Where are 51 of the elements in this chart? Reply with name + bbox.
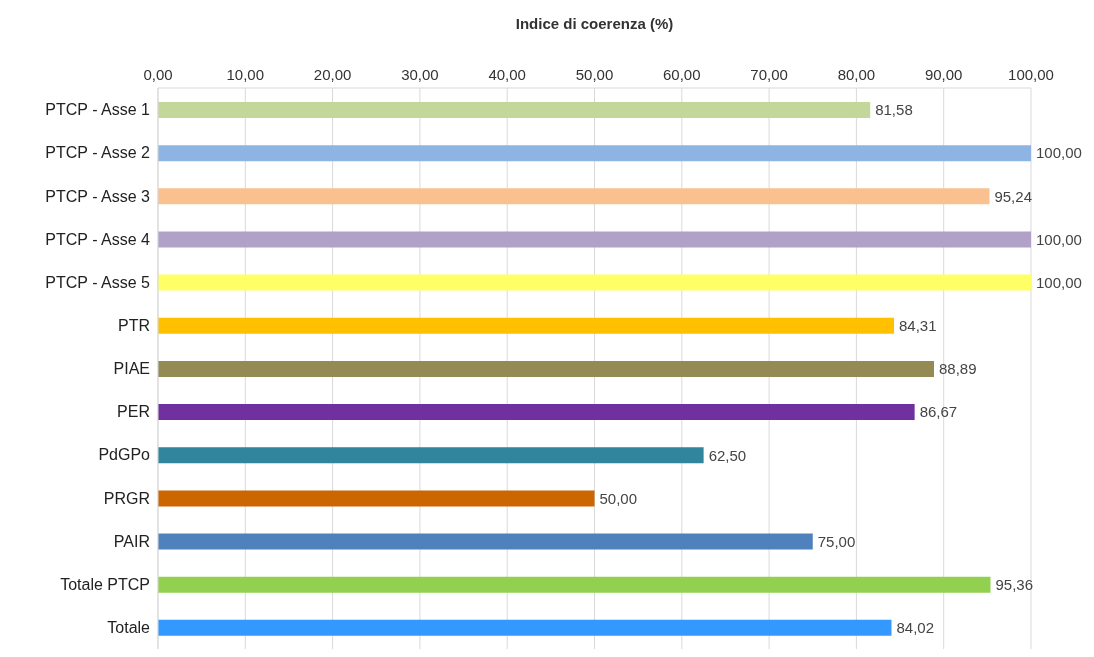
bar — [158, 360, 935, 377]
data-label: 100,00 — [1036, 230, 1082, 248]
data-label: 84,31 — [899, 317, 937, 335]
bar — [158, 490, 595, 507]
data-label: 81,58 — [875, 101, 913, 119]
x-tick-label: 100,00 — [1008, 66, 1054, 83]
x-tick-label: 90,00 — [924, 66, 963, 83]
data-label: 100,00 — [1036, 273, 1082, 291]
x-tick-label: 40,00 — [488, 66, 526, 83]
bar — [158, 145, 1031, 162]
bar — [158, 533, 813, 550]
bar — [158, 447, 704, 464]
y-tick-label: PTCP - Asse 4 — [45, 230, 151, 248]
y-tick-label: Totale PTCP — [60, 575, 150, 593]
data-label: 84,02 — [896, 619, 935, 637]
x-tick-label: 20,00 — [313, 66, 352, 83]
bar — [158, 274, 1031, 291]
y-tick-label: PTCP - Asse 2 — [45, 144, 151, 162]
bar — [158, 404, 915, 421]
y-tick-label: PdGPo — [98, 446, 151, 464]
x-tick-label: 50,00 — [575, 66, 614, 83]
bar — [158, 102, 871, 118]
data-label: 95,24 — [994, 187, 1032, 205]
data-label: 62,50 — [708, 446, 747, 464]
x-tick-label: 80,00 — [837, 66, 876, 83]
bar — [158, 188, 990, 205]
x-tick-label: 0,00 — [143, 66, 173, 83]
bar — [158, 317, 895, 334]
y-tick-label: PER — [117, 403, 150, 421]
x-axis-title: Indice di coerenza (%) — [515, 14, 674, 32]
data-label: 75,00 — [817, 532, 856, 550]
x-tick-label: 10,00 — [226, 66, 265, 83]
data-label: 100,00 — [1036, 144, 1082, 162]
y-tick-label: PIAE — [113, 360, 150, 378]
y-tick-label: PTR — [118, 317, 150, 335]
y-tick-label: PRGR — [103, 489, 150, 507]
y-tick-label: PAIR — [113, 532, 150, 550]
bar — [158, 231, 1031, 248]
x-tick-label: 70,00 — [750, 66, 788, 83]
data-label: 50,00 — [599, 489, 638, 507]
x-tick-label: 30,00 — [401, 66, 439, 83]
bar — [158, 576, 991, 593]
x-tick-label: 60,00 — [663, 66, 701, 83]
y-tick-label: PTCP - Asse 1 — [45, 101, 151, 119]
bar — [158, 619, 892, 636]
data-label: 88,89 — [939, 360, 977, 378]
y-tick-label: PTCP - Asse 3 — [45, 187, 151, 205]
y-tick-label: PTCP - Asse 5 — [45, 273, 151, 291]
data-label: 86,67 — [919, 403, 958, 421]
y-tick-label: Totale — [107, 619, 151, 637]
data-label: 95,36 — [995, 576, 1034, 594]
